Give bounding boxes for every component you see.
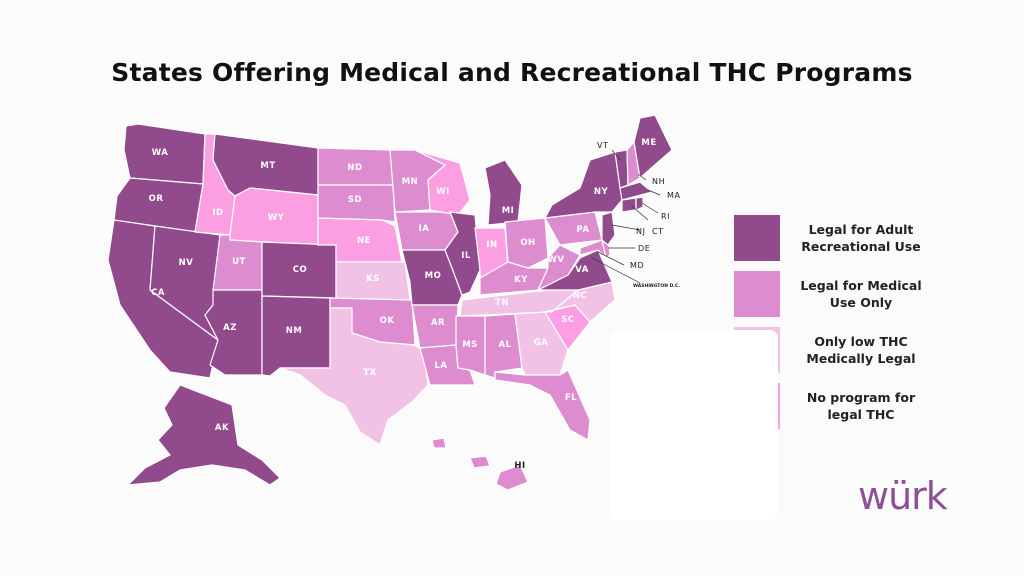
label-vt: VT (597, 141, 609, 150)
brand-logo: würk (858, 474, 948, 518)
state-hi-2[interactable] (469, 455, 491, 469)
state-label-wa: WA (152, 148, 169, 158)
state-label-il: IL (461, 251, 471, 261)
state-label-mn: MN (402, 177, 419, 187)
state-label-co: CO (293, 265, 307, 275)
state-ri[interactable] (635, 196, 644, 211)
state-label-ky: KY (514, 275, 528, 285)
state-label-hi: HI (514, 461, 525, 471)
state-label-or: OR (149, 194, 164, 204)
state-label-mi: MI (502, 206, 515, 216)
state-label-sd: SD (348, 195, 362, 205)
legend-swatch (734, 215, 780, 261)
state-hi[interactable] (495, 464, 529, 491)
state-wi[interactable] (414, 149, 471, 216)
state-label-ok: OK (380, 316, 395, 326)
state-label-tn: TN (495, 298, 509, 308)
label-nh: NH (652, 177, 665, 186)
state-label-tx: TX (363, 368, 376, 378)
label-de: DE (638, 244, 650, 253)
blank-panel (610, 330, 778, 520)
state-me[interactable] (633, 114, 673, 179)
state-label-nm: NM (286, 326, 303, 336)
label-md: MD (630, 261, 644, 270)
legend-item-medical: Legal for Medical Use Only (734, 271, 934, 317)
state-hi-3[interactable] (431, 437, 447, 449)
label-dc: WASHINGTON D.C. (633, 283, 680, 289)
legend-label: Only low THC Medically Legal (806, 334, 916, 366)
legend-label: Legal for Adult Recreational Use (801, 222, 921, 254)
state-label-pa: PA (576, 225, 589, 235)
state-label-al: AL (499, 340, 512, 350)
legend-item-recreational: Legal for Adult Recreational Use (734, 215, 934, 261)
state-label-mo: MO (425, 271, 442, 281)
state-label-ga: GA (534, 338, 549, 348)
state-label-ms: MS (462, 340, 478, 350)
state-label-wv: WV (548, 255, 565, 265)
state-label-ak: AK (215, 423, 229, 433)
state-ny[interactable] (544, 151, 623, 219)
state-tx[interactable] (279, 307, 429, 446)
label-ma: MA (667, 191, 681, 200)
state-label-la: LA (435, 361, 448, 371)
state-sd[interactable] (317, 184, 396, 223)
state-label-wy: WY (268, 213, 285, 223)
label-ct: CT (652, 227, 664, 236)
state-label-ut: UT (232, 257, 246, 267)
state-label-wi: WI (436, 187, 450, 197)
state-label-oh: OH (520, 238, 535, 248)
state-oh[interactable] (504, 217, 549, 269)
label-nj: NJ (636, 227, 646, 236)
state-label-nv: NV (179, 258, 194, 268)
state-label-ar: AR (431, 318, 445, 328)
label-ri: RI (661, 212, 670, 221)
legend-label: No program for legal THC (806, 390, 916, 422)
state-ct[interactable] (621, 197, 637, 213)
state-label-mt: MT (260, 161, 275, 171)
legend-label: Legal for Medical Use Only (800, 278, 922, 310)
state-label-ia: IA (419, 224, 430, 234)
legend-swatch (734, 271, 780, 317)
state-label-az: AZ (223, 323, 237, 333)
state-label-ny: NY (594, 187, 609, 197)
map-title: States Offering Medical and Recreational… (111, 58, 913, 87)
state-label-fl: FL (565, 393, 577, 403)
state-label-ca: CA (151, 288, 165, 298)
state-label-me: ME (641, 138, 656, 148)
state-label-sc: SC (561, 315, 574, 325)
state-ak[interactable] (127, 384, 281, 486)
state-fl[interactable] (494, 369, 591, 441)
state-label-va: VA (575, 265, 589, 275)
state-label-in: IN (486, 240, 497, 250)
state-label-ne: NE (357, 236, 371, 246)
state-label-ks: KS (366, 274, 380, 284)
state-label-nd: ND (347, 163, 362, 173)
state-nj[interactable] (601, 211, 616, 246)
state-nm[interactable] (261, 295, 331, 377)
state-label-id: ID (212, 208, 223, 218)
state-label-nc: NC (573, 291, 587, 301)
